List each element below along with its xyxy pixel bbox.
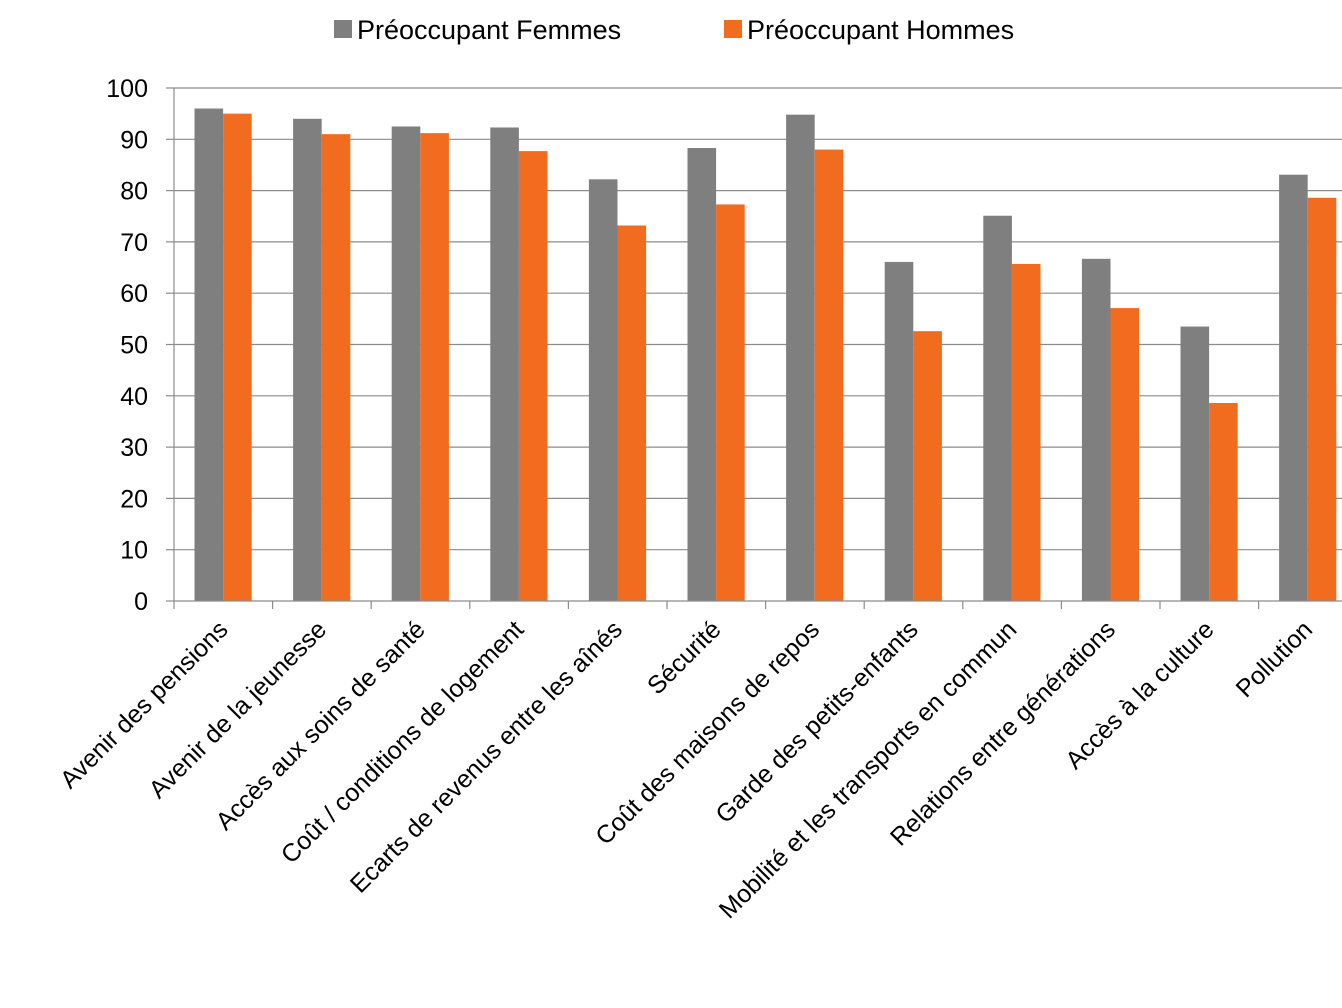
bars <box>194 108 1337 602</box>
bar-series0-8 <box>983 215 1012 601</box>
bar-series1-3 <box>518 151 548 601</box>
bar-series1-5 <box>716 204 745 602</box>
x-tick-label: Sécurité <box>642 615 727 700</box>
legend-label-0: Préoccupant Femmes <box>357 15 621 45</box>
bar-series0-7 <box>884 261 914 601</box>
bar-series1-8 <box>1011 263 1041 601</box>
bar-series1-4 <box>617 225 647 601</box>
bar-series0-5 <box>687 148 717 601</box>
legend-swatch-1 <box>724 20 742 38</box>
x-tick-label: Avenir de la jeunesse <box>144 615 333 804</box>
axes <box>173 88 1342 609</box>
x-tick-label: Garde des petits-enfants <box>710 615 923 828</box>
bar-series0-0 <box>194 108 224 602</box>
legend-label-1: Préoccupant Hommes <box>747 15 1014 45</box>
legend: Préoccupant Femmes Préoccupant Hommes <box>334 15 1014 45</box>
y-tick-label: 30 <box>120 434 148 462</box>
y-tick-label: 20 <box>120 485 148 513</box>
bar-series1-1 <box>321 134 351 602</box>
x-tick-label: Pollution <box>1231 615 1319 703</box>
y-tick-label: 100 <box>106 75 148 103</box>
y-tick-label: 50 <box>120 332 148 360</box>
bar-series0-6 <box>786 114 815 602</box>
y-tick-label: 60 <box>120 280 148 308</box>
y-tick-label: 80 <box>120 178 148 206</box>
y-tick-label: 40 <box>120 383 148 411</box>
gridlines <box>166 87 1342 602</box>
bar-series0-9 <box>1081 258 1111 601</box>
bar-series1-10 <box>1209 402 1238 601</box>
y-tick-label: 90 <box>120 126 148 154</box>
bar-series1-0 <box>223 113 252 602</box>
bar-series1-6 <box>814 149 844 601</box>
bar-series1-7 <box>913 331 942 601</box>
y-axis-tick-labels: 0 10 20 30 40 50 60 70 80 90 100 <box>106 75 148 616</box>
bar-series0-11 <box>1279 174 1308 601</box>
bar-series0-1 <box>293 118 322 601</box>
legend-swatch-0 <box>334 20 352 38</box>
y-tick-label: 70 <box>120 229 148 257</box>
bar-series0-2 <box>391 126 421 601</box>
bar-series0-10 <box>1180 326 1210 601</box>
bar-series1-9 <box>1110 308 1140 601</box>
bar-series0-3 <box>490 127 519 601</box>
x-tick-label: Accès aux soins de santé <box>210 615 430 835</box>
y-tick-label: 10 <box>120 537 148 565</box>
bar-series0-4 <box>588 179 618 601</box>
y-tick-label: 0 <box>134 588 148 616</box>
x-tick-label: Avenir des pensions <box>55 615 234 794</box>
bar-series1-2 <box>420 133 449 602</box>
bar-series1-11 <box>1307 197 1337 602</box>
